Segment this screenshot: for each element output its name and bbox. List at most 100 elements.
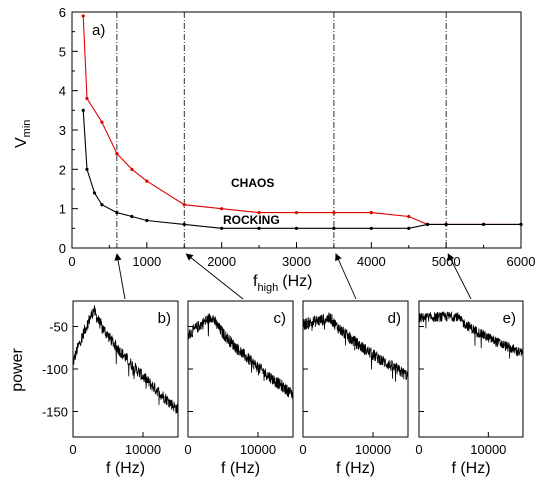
spectrum-x-axis-label: f (Hz) <box>106 460 145 477</box>
main-series-point-0 <box>85 96 89 101</box>
main-x-tick-label: 3000 <box>282 254 311 269</box>
spectrum-trace <box>187 313 294 399</box>
spectrum-panel-label: e) <box>503 310 516 327</box>
main-series-point-0 <box>369 211 373 215</box>
panel-arrow <box>185 253 244 300</box>
main-series-point-1 <box>92 191 97 195</box>
main-y-tick-label: 1 <box>59 202 66 217</box>
main-series-point-1 <box>369 226 373 230</box>
main-y-tick-label: 5 <box>59 44 66 59</box>
main-x-tick-label: 5000 <box>432 254 461 269</box>
main-y-tick-label: 6 <box>59 5 66 20</box>
spectrum-label-backdrop <box>492 307 519 327</box>
panel-arrow <box>335 253 357 300</box>
spectrum-x-tick-label: 0 <box>299 442 306 457</box>
main-series-point-0 <box>332 211 336 215</box>
main-series-point-1 <box>407 226 411 230</box>
main-vlines <box>116 12 447 248</box>
main-x-axis-label: fhigh (Hz) <box>253 273 312 294</box>
panel-arrow <box>447 253 472 300</box>
spectrum-x-tick-label: 0 <box>69 442 76 457</box>
main-x-tick-label: 2000 <box>207 254 236 269</box>
main-series-point-0 <box>294 211 299 215</box>
main-series-point-1 <box>145 218 149 223</box>
main-series-point-1 <box>85 167 89 171</box>
spectrum-x-axis-label: f (Hz) <box>451 460 490 477</box>
panel-arrows <box>114 253 472 300</box>
spectrum-x-tick-label: 10000 <box>470 442 506 457</box>
spectrum-x-tick-label: 10000 <box>240 442 276 457</box>
main-series-point-0 <box>407 214 411 219</box>
main-x-tick-label: 6000 <box>507 254 536 269</box>
main-panel-label: a) <box>92 22 105 39</box>
spectrum-panel-2: 0 10000 c) f (Hz) <box>184 300 294 477</box>
main-series-point-1 <box>519 222 523 226</box>
power-axis-label: power <box>9 348 26 392</box>
main-x-tick-label: 4000 <box>357 254 386 269</box>
spectrum-trace <box>72 304 179 414</box>
spectrum-label-backdrop <box>377 307 404 327</box>
main-series-point-0 <box>182 203 186 207</box>
spectrum-x-axis-label: f (Hz) <box>221 460 260 477</box>
main-series-line-0 <box>82 15 521 225</box>
main-series-point-1 <box>425 222 430 226</box>
spectrum-panel-label: d) <box>388 310 401 327</box>
main-chart: 0 1000 2000 3000 4000 5000 6000 0 1 2 3 4 5 6 a) CHAO… <box>13 5 535 294</box>
main-y-axis-label: Vmin <box>13 120 33 148</box>
main-series-point-0 <box>81 14 85 18</box>
main-x-axis-label-sub: high <box>257 282 278 294</box>
main-y-tick-label: 2 <box>59 162 66 177</box>
main-series-point-1 <box>257 226 261 230</box>
spectrum-panel-label: c) <box>274 310 287 327</box>
spectrum-panel-4: 0 10000 e) f (Hz) <box>415 300 524 477</box>
spectrum-panel-label: b) <box>158 310 171 327</box>
main-series-point-0 <box>100 120 104 124</box>
main-series-point-0 <box>130 167 134 171</box>
main-x-tick-label: 1000 <box>132 254 161 269</box>
main-y-tick-label: 3 <box>59 123 66 138</box>
spectrum-y-tick-label: -150 <box>42 405 68 420</box>
main-series-point-1 <box>332 226 336 230</box>
main-series-point-1 <box>294 226 299 230</box>
main-x-axis-label-main: f <box>253 273 258 290</box>
panel-arrow <box>114 253 126 300</box>
spectrum-label-backdrop <box>147 307 174 327</box>
main-series-point-1 <box>81 108 85 112</box>
main-series-line-1 <box>82 110 521 229</box>
main-x-tick-label: 0 <box>68 254 75 269</box>
spectrum-panel-1: 0 10000 -50 -100 -150 b) f (Hz) <box>42 300 179 477</box>
spectrum-y-tick-label: -50 <box>49 320 68 335</box>
spectrum-x-tick-label: 0 <box>415 442 422 457</box>
main-series-point-1 <box>100 203 104 207</box>
spectrum-x-tick-label: 10000 <box>355 442 391 457</box>
main-series-point-1 <box>182 222 186 226</box>
spectrum-x-tick-label: 10000 <box>125 442 161 457</box>
main-series-point-1 <box>115 211 119 215</box>
spectrum-x-tick-label: 0 <box>184 442 191 457</box>
main-series <box>81 14 523 230</box>
spectrum-panel-3: 0 10000 d) f (Hz) <box>299 300 409 477</box>
main-y-axis-label-sub: min <box>21 120 33 138</box>
main-series-point-1 <box>481 222 486 226</box>
chaos-label: CHAOS <box>231 176 274 190</box>
main-y-tick-label: 0 <box>59 241 66 256</box>
main-series-point-0 <box>220 207 224 211</box>
main-series-point-0 <box>145 179 149 183</box>
main-series-point-1 <box>220 226 224 230</box>
spectrum-label-backdrop <box>262 307 289 327</box>
spectrum-x-axis-label: f (Hz) <box>336 460 375 477</box>
main-series-point-1 <box>130 214 134 219</box>
rocking-label: ROCKING <box>223 213 280 227</box>
spectrum-trace <box>418 311 524 359</box>
main-series-point-0 <box>257 211 261 215</box>
main-y-tick-label: 4 <box>59 84 66 99</box>
main-x-axis-label-unit: (Hz) <box>282 273 312 290</box>
main-y-axis-label-main: V <box>13 137 30 148</box>
spectrum-trace <box>302 312 409 382</box>
main-ticks: 0 1000 2000 3000 4000 5000 6000 0 1 2 3 4 5 6 <box>59 5 536 269</box>
spectrum-y-tick-label: -100 <box>42 362 68 377</box>
main-series-point-1 <box>444 222 448 226</box>
main-series-point-0 <box>115 152 119 156</box>
